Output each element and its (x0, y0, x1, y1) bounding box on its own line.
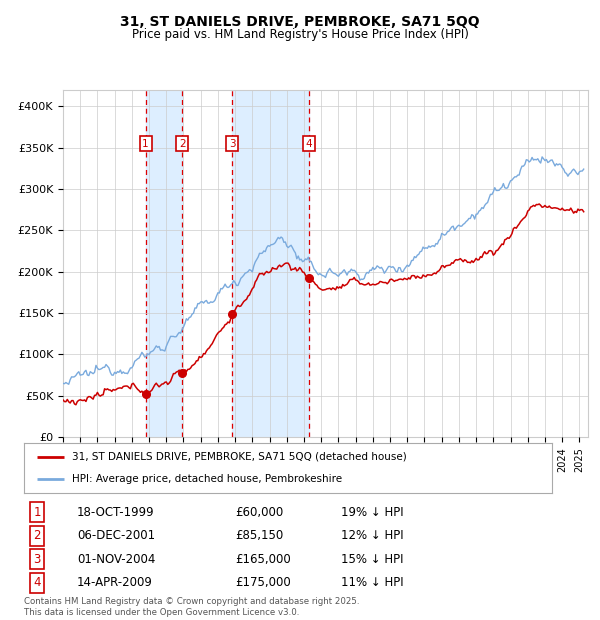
Text: Contains HM Land Registry data © Crown copyright and database right 2025.
This d: Contains HM Land Registry data © Crown c… (24, 598, 359, 617)
Text: 1: 1 (142, 139, 149, 149)
Text: 3: 3 (229, 139, 236, 149)
Text: £85,150: £85,150 (235, 529, 283, 542)
Text: 18-OCT-1999: 18-OCT-1999 (77, 506, 154, 519)
Text: 2: 2 (179, 139, 185, 149)
Text: 19% ↓ HPI: 19% ↓ HPI (341, 506, 403, 519)
Bar (146, 90, 182, 437)
Text: 3: 3 (34, 553, 41, 566)
Text: 4: 4 (34, 577, 41, 590)
Text: HPI: Average price, detached house, Pembrokeshire: HPI: Average price, detached house, Pemb… (71, 474, 341, 484)
Text: 2: 2 (34, 529, 41, 542)
Text: 06-DEC-2001: 06-DEC-2001 (77, 529, 155, 542)
Text: 01-NOV-2004: 01-NOV-2004 (77, 553, 155, 566)
Text: £60,000: £60,000 (235, 506, 283, 519)
Text: 31, ST DANIELS DRIVE, PEMBROKE, SA71 5QQ: 31, ST DANIELS DRIVE, PEMBROKE, SA71 5QQ (120, 16, 480, 30)
Text: £165,000: £165,000 (235, 553, 291, 566)
Text: 12% ↓ HPI: 12% ↓ HPI (341, 529, 403, 542)
Text: £175,000: £175,000 (235, 577, 291, 590)
Bar (232, 90, 309, 437)
Text: 31, ST DANIELS DRIVE, PEMBROKE, SA71 5QQ (detached house): 31, ST DANIELS DRIVE, PEMBROKE, SA71 5QQ… (71, 452, 406, 462)
Text: 15% ↓ HPI: 15% ↓ HPI (341, 553, 403, 566)
Text: 14-APR-2009: 14-APR-2009 (77, 577, 152, 590)
Text: Price paid vs. HM Land Registry's House Price Index (HPI): Price paid vs. HM Land Registry's House … (131, 28, 469, 41)
Text: 11% ↓ HPI: 11% ↓ HPI (341, 577, 403, 590)
Text: 4: 4 (305, 139, 312, 149)
Text: 1: 1 (34, 506, 41, 519)
